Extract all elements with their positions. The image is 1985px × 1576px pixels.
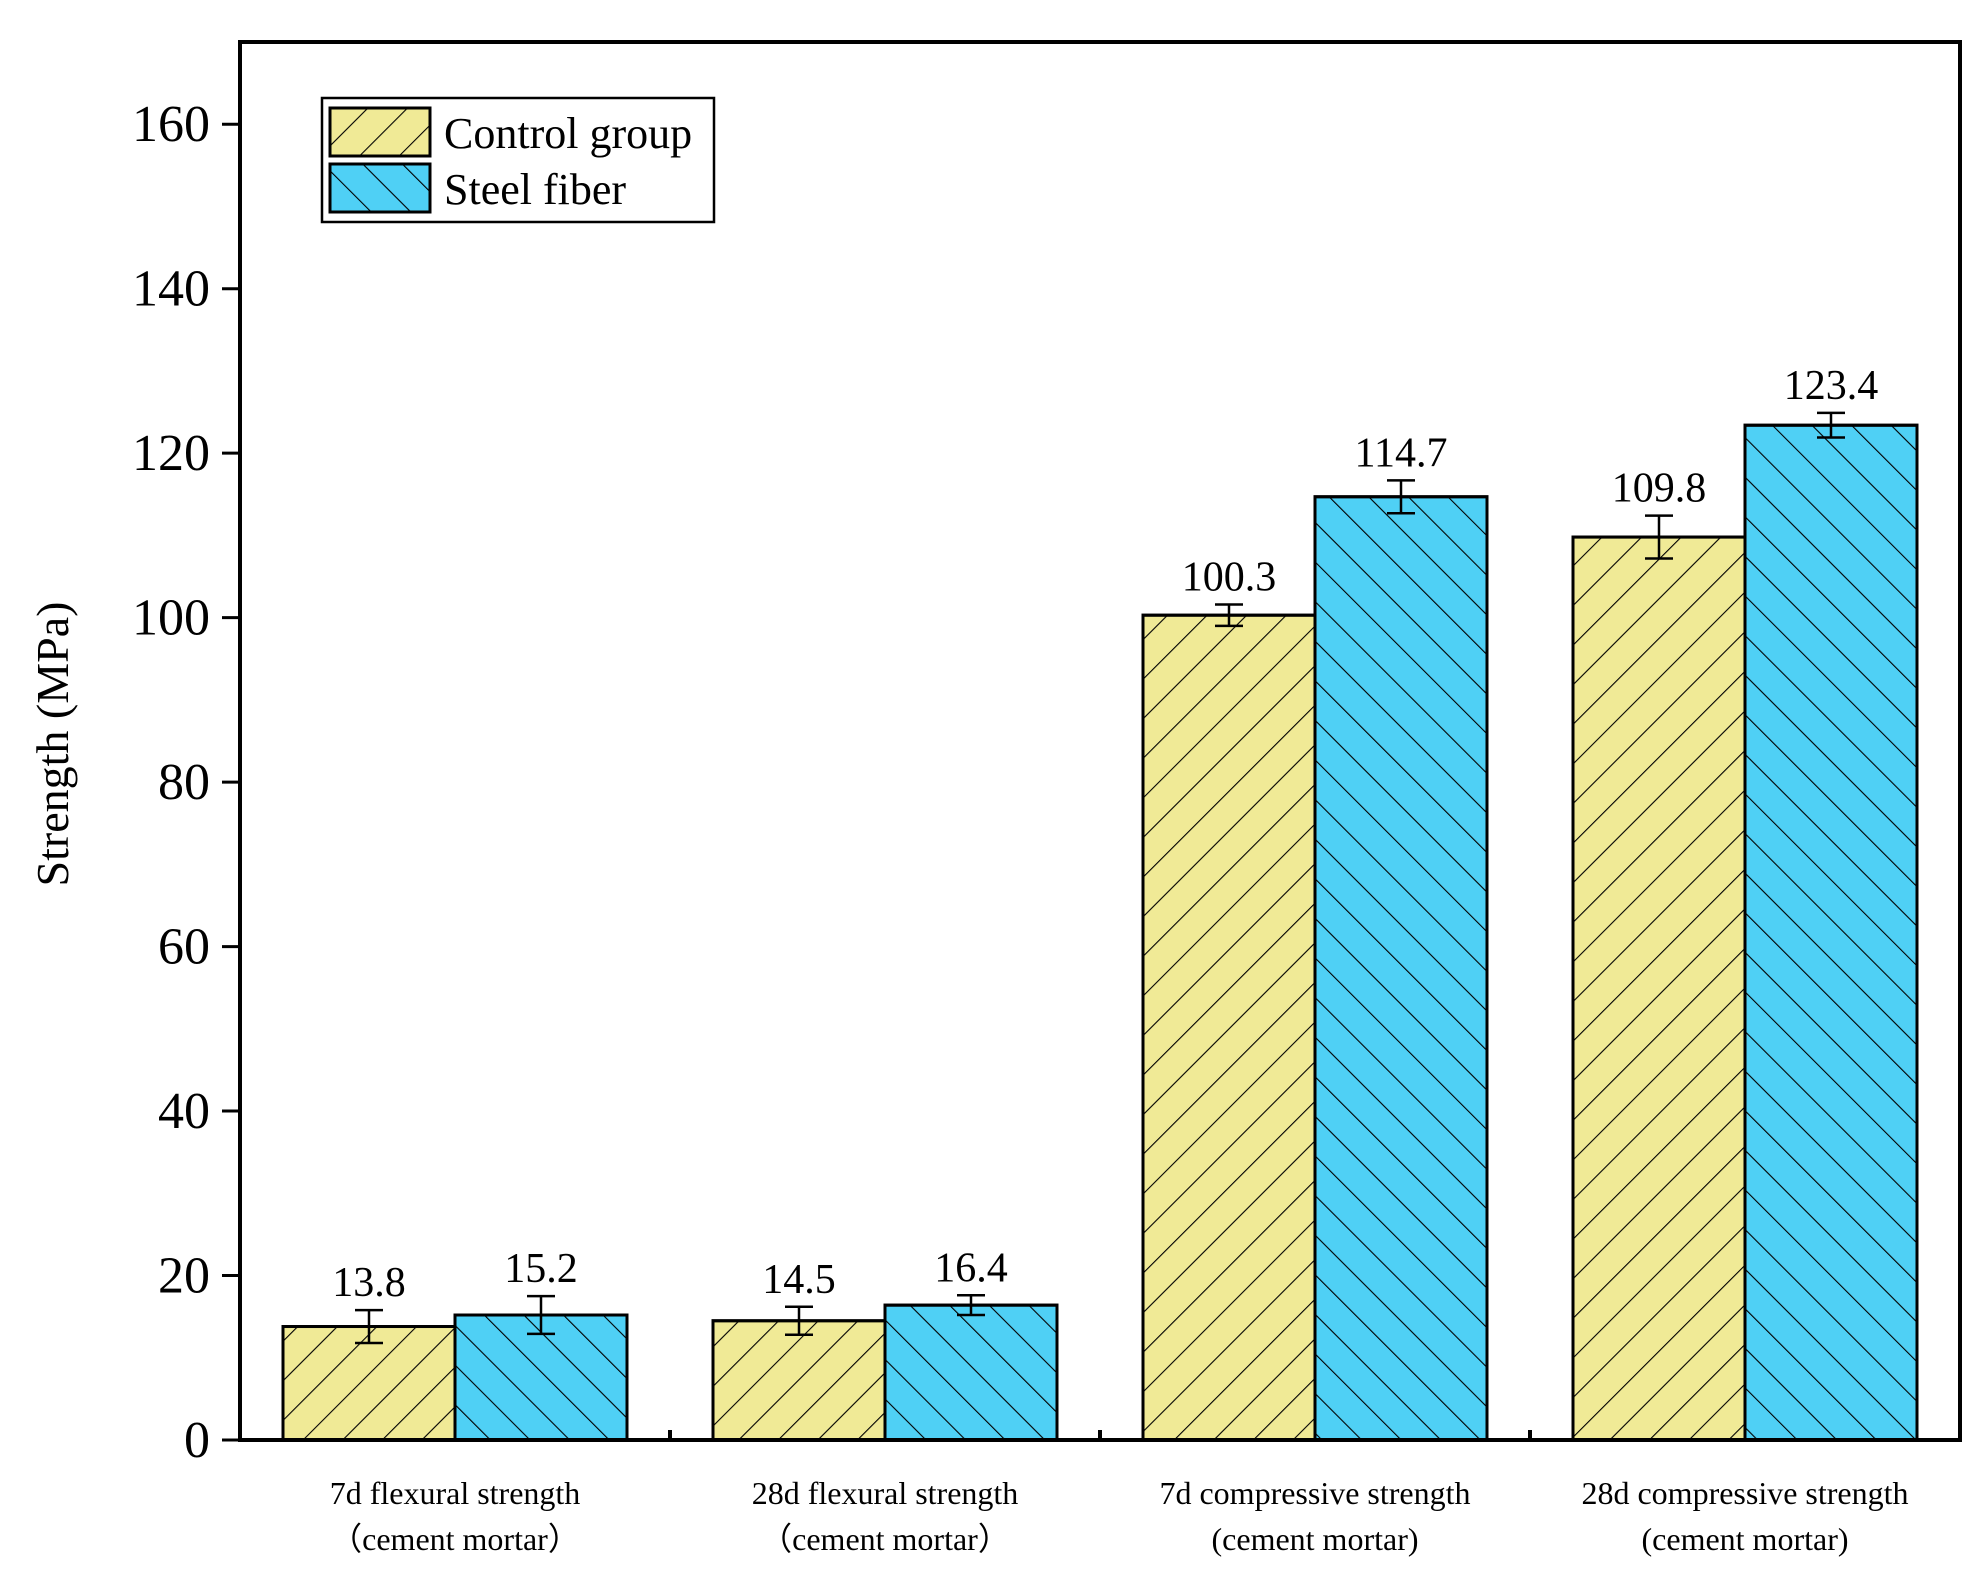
bar-hatch-steel-fiber-3: [1313, 495, 1489, 1442]
legend: Control group Steel fiber: [320, 96, 716, 224]
data-label-steel-fiber-1: 15.2: [504, 1246, 578, 1292]
legend-hatch-control-group: [330, 108, 430, 156]
bar-hatch-control-group-4: [1571, 535, 1747, 1442]
datalabels-layer: 13.8 15.2 14.5 16.4 100.3 114.7 109.8 123.4: [332, 363, 1878, 1306]
y-axis: 0 20 40 60 80 100 120 140 160: [132, 96, 240, 1469]
x-tick-label-2-line2: （cement mortar）: [760, 1521, 1010, 1557]
error-bar-steel-fiber-1: [527, 1294, 555, 1336]
y-tick-label-160: 160: [132, 96, 210, 153]
data-label-control-group-2: 14.5: [762, 1257, 836, 1303]
y-tick-label-40: 40: [158, 1083, 210, 1140]
y-tick-label-80: 80: [158, 754, 210, 811]
y-tick-label-120: 120: [132, 425, 210, 482]
error-bar-steel-fiber-2: [957, 1294, 985, 1317]
data-label-control-group-3: 100.3: [1182, 554, 1277, 600]
data-label-control-group-4: 109.8: [1612, 466, 1707, 512]
data-label-steel-fiber-3: 114.7: [1355, 430, 1448, 476]
y-tick-label-100: 100: [132, 590, 210, 647]
bar-hatch-steel-fiber-4: [1743, 423, 1919, 1442]
y-tick-label-60: 60: [158, 919, 210, 976]
y-tick-label-20: 20: [158, 1248, 210, 1305]
bar-hatch-control-group-1: [281, 1325, 457, 1442]
error-bar-control-group-1: [355, 1308, 383, 1345]
legend-hatch-steel-fiber: [330, 164, 430, 212]
y-tick-label-0: 0: [184, 1412, 210, 1469]
x-tick-label-1-line2: （cement mortar）: [330, 1521, 580, 1557]
legend-label-steel-fiber: Steel fiber: [444, 165, 626, 214]
legend-item-control-group: Control group: [328, 106, 692, 158]
errorbars-layer: [355, 411, 1845, 1345]
legend-item-steel-fiber: Steel fiber: [328, 162, 626, 214]
bars-layer: [281, 423, 1919, 1442]
data-label-steel-fiber-2: 16.4: [934, 1245, 1008, 1291]
y-axis-title: Strength (MPa): [27, 602, 78, 887]
bar-hatch-control-group-2: [711, 1319, 887, 1442]
x-tick-label-4-line1: 28d compressive strength: [1581, 1475, 1908, 1511]
x-tick-label-4-line2: (cement mortar): [1642, 1521, 1849, 1557]
x-tick-label-2-line1: 28d flexural strength: [752, 1475, 1019, 1511]
bar-hatch-steel-fiber-1: [453, 1313, 629, 1442]
data-label-steel-fiber-4: 123.4: [1784, 363, 1879, 409]
x-axis: 7d flexural strength （cement mortar） 28d f…: [330, 1430, 1909, 1557]
data-label-control-group-1: 13.8: [332, 1260, 406, 1306]
error-bar-steel-fiber-4: [1817, 411, 1845, 439]
legend-label-control-group: Control group: [444, 109, 692, 158]
bar-hatch-control-group-3: [1141, 613, 1317, 1442]
error-bar-control-group-4: [1645, 514, 1673, 560]
x-tick-label-3-line2: (cement mortar): [1212, 1521, 1419, 1557]
error-bar-control-group-3: [1215, 603, 1243, 628]
x-tick-label-3-line1: 7d compressive strength: [1159, 1475, 1470, 1511]
y-tick-label-140: 140: [132, 261, 210, 318]
bar-hatch-steel-fiber-2: [883, 1303, 1059, 1442]
x-tick-label-1-line1: 7d flexural strength: [330, 1475, 581, 1511]
error-bar-control-group-2: [785, 1305, 813, 1336]
error-bar-steel-fiber-3: [1387, 479, 1415, 515]
